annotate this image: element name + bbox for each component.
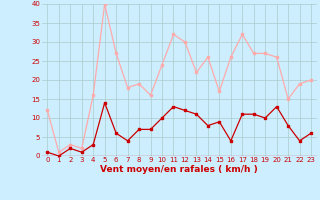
X-axis label: Vent moyen/en rafales ( km/h ): Vent moyen/en rafales ( km/h ) [100, 165, 258, 174]
